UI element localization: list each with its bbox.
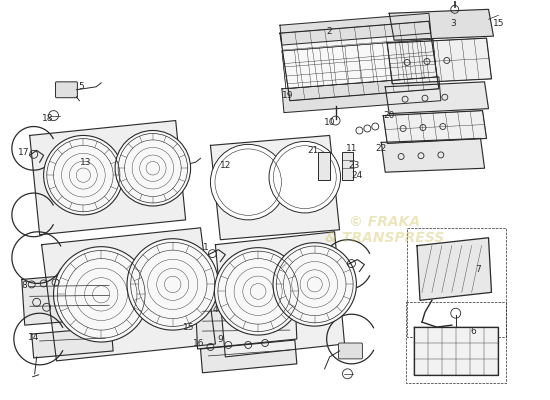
Text: 15: 15 bbox=[493, 19, 504, 28]
Polygon shape bbox=[414, 327, 498, 375]
Polygon shape bbox=[383, 111, 487, 143]
Polygon shape bbox=[280, 21, 439, 101]
Polygon shape bbox=[381, 138, 485, 172]
Text: 3: 3 bbox=[450, 19, 455, 28]
Polygon shape bbox=[387, 38, 492, 84]
Text: 4: 4 bbox=[213, 305, 218, 314]
Text: 18: 18 bbox=[42, 114, 53, 123]
Bar bbox=[318, 152, 329, 180]
Circle shape bbox=[127, 239, 218, 330]
Text: 11: 11 bbox=[346, 144, 357, 153]
FancyBboxPatch shape bbox=[56, 82, 78, 98]
Text: 23: 23 bbox=[349, 161, 360, 170]
Text: 8: 8 bbox=[21, 281, 26, 290]
Bar bbox=[342, 152, 354, 180]
Text: 10: 10 bbox=[324, 118, 336, 127]
Polygon shape bbox=[282, 77, 441, 113]
Text: 2: 2 bbox=[327, 27, 332, 36]
Circle shape bbox=[43, 136, 123, 215]
Text: 7: 7 bbox=[476, 265, 481, 274]
Text: 6: 6 bbox=[471, 326, 476, 336]
Circle shape bbox=[115, 130, 191, 206]
Circle shape bbox=[214, 248, 302, 335]
Polygon shape bbox=[201, 340, 297, 373]
Polygon shape bbox=[389, 9, 493, 40]
Polygon shape bbox=[42, 228, 216, 361]
Text: 20: 20 bbox=[383, 111, 395, 120]
Text: 1: 1 bbox=[202, 243, 208, 252]
Polygon shape bbox=[417, 238, 492, 300]
Circle shape bbox=[273, 243, 356, 326]
Text: 24: 24 bbox=[352, 171, 363, 180]
Polygon shape bbox=[196, 294, 297, 349]
Text: 22: 22 bbox=[376, 144, 387, 153]
Polygon shape bbox=[282, 39, 437, 89]
FancyBboxPatch shape bbox=[339, 343, 362, 359]
Text: 17: 17 bbox=[18, 148, 30, 157]
Text: 15: 15 bbox=[183, 323, 194, 332]
Text: 9: 9 bbox=[217, 334, 223, 344]
Text: 13: 13 bbox=[80, 158, 91, 167]
Text: 21: 21 bbox=[307, 146, 318, 155]
Polygon shape bbox=[22, 272, 119, 325]
Text: 14: 14 bbox=[28, 332, 40, 342]
Circle shape bbox=[269, 142, 340, 213]
Polygon shape bbox=[280, 13, 431, 45]
Circle shape bbox=[53, 247, 149, 342]
Text: © FRAKA
& TRANSPRESS: © FRAKA & TRANSPRESS bbox=[324, 215, 444, 245]
Polygon shape bbox=[211, 136, 339, 240]
Text: 16: 16 bbox=[193, 340, 204, 348]
Text: 12: 12 bbox=[219, 161, 231, 170]
Text: 19: 19 bbox=[282, 91, 294, 100]
Polygon shape bbox=[216, 232, 344, 357]
Polygon shape bbox=[385, 82, 488, 114]
Polygon shape bbox=[32, 327, 113, 358]
Text: 5: 5 bbox=[79, 82, 84, 91]
Circle shape bbox=[211, 144, 286, 220]
Polygon shape bbox=[30, 120, 186, 235]
